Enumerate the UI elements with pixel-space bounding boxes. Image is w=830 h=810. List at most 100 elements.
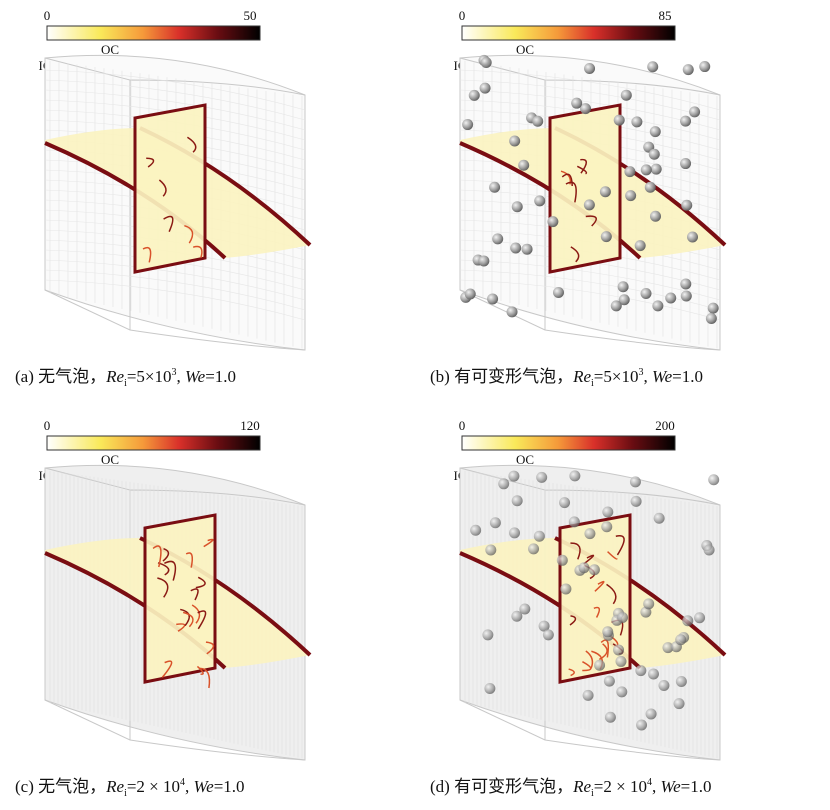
bubble: [650, 211, 661, 222]
bubble: [613, 644, 624, 655]
caption-re-value: =2 × 10: [127, 777, 180, 796]
caption: (d) 有可变形气泡，Rei=2 × 104, We=1.0: [430, 777, 711, 799]
caption: (c) 无气泡，Rei=2 × 104, We=1.0: [15, 777, 245, 799]
bubble: [675, 634, 686, 645]
bubble: [635, 240, 646, 251]
bubble: [652, 300, 663, 311]
caption-we-value: =1.0: [205, 367, 236, 386]
bubble: [682, 615, 693, 626]
bubble: [584, 528, 595, 539]
bubble: [635, 665, 646, 676]
bubble: [594, 660, 605, 671]
bubble: [643, 598, 654, 609]
bubble: [621, 90, 632, 101]
bubble: [519, 603, 530, 614]
bubble: [485, 545, 496, 556]
bubble: [528, 543, 539, 554]
caption-separator: ,: [177, 367, 186, 386]
caption-prefix: (c) 无气泡，: [15, 777, 106, 796]
colorbar-max: 200: [655, 418, 675, 433]
caption-re: Re: [572, 367, 591, 386]
bubble: [557, 555, 568, 566]
bubble: [509, 136, 520, 147]
caption-re: Re: [105, 367, 124, 386]
bubble: [579, 562, 590, 573]
bubble: [543, 629, 554, 640]
bubble: [469, 90, 480, 101]
bubble: [482, 629, 493, 640]
caption-we-value: =1.0: [681, 777, 712, 796]
bubble: [680, 116, 691, 127]
caption-we: We: [194, 777, 215, 796]
bubble: [602, 506, 613, 517]
bubble: [687, 232, 698, 243]
bubble: [631, 116, 642, 127]
bubble: [636, 720, 647, 731]
colorbar-min: 0: [459, 8, 466, 23]
bubble: [492, 233, 503, 244]
bubble: [553, 287, 564, 298]
bubble: [651, 164, 662, 175]
bubble: [600, 186, 611, 197]
caption-re: Re: [105, 777, 124, 796]
bubble: [617, 612, 628, 623]
label-oc: OC: [516, 42, 534, 57]
bubble: [650, 126, 661, 137]
bubble: [614, 115, 625, 126]
label-oc: OC: [516, 452, 534, 467]
caption-prefix: (d) 有可变形气泡，: [430, 777, 573, 796]
bubble: [478, 255, 489, 266]
caption-we-value: =1.0: [672, 367, 703, 386]
caption: (b) 有可变形气泡，Rei=5×103, We=1.0: [430, 367, 703, 389]
colorbar-max: 85: [659, 8, 672, 23]
bubble: [683, 64, 694, 75]
bubble: [630, 476, 641, 487]
bubble: [481, 57, 492, 68]
bubble: [665, 293, 676, 304]
figure: 050OCIC(a) 无气泡，Rei=5×103, We=1.0085OCIC(…: [0, 0, 830, 810]
bubble: [605, 712, 616, 723]
colorbar-min: 0: [459, 418, 466, 433]
panel: 0120OCIC(c) 无气泡，Rei=2 × 104, We=1.0: [15, 418, 310, 799]
bubble: [694, 612, 705, 623]
bubble: [522, 244, 533, 255]
bubble: [584, 199, 595, 210]
caption: (a) 无气泡，Rei=5×103, We=1.0: [15, 367, 236, 389]
bubble: [649, 149, 660, 160]
bubble: [510, 242, 521, 253]
colorbar: [47, 26, 260, 40]
colorbar-min: 0: [44, 8, 51, 23]
caption-re-value: =2 × 10: [594, 777, 647, 796]
bubble: [569, 470, 580, 481]
bubble: [708, 474, 719, 485]
bubble: [569, 516, 580, 527]
bubble: [518, 160, 529, 171]
label-oc: OC: [101, 42, 119, 57]
colorbar: [462, 26, 675, 40]
bubble: [674, 698, 685, 709]
bubble: [631, 496, 642, 507]
bubble: [508, 471, 519, 482]
caption-we-value: =1.0: [214, 777, 245, 796]
bubble: [645, 182, 656, 193]
colorbar: [462, 436, 675, 450]
colorbar: [47, 436, 260, 450]
caption-separator: ,: [652, 777, 661, 796]
bubble: [509, 527, 520, 538]
caption-separator: ,: [185, 777, 194, 796]
bubble: [618, 281, 629, 292]
bubble: [512, 201, 523, 212]
bubble: [547, 216, 558, 227]
page: 050OCIC(a) 无气泡，Rei=5×103, We=1.0085OCIC(…: [0, 0, 830, 810]
caption-we: We: [660, 777, 681, 796]
bubble: [611, 300, 622, 311]
bubble: [680, 278, 691, 289]
bubble: [676, 676, 687, 687]
bubble: [490, 517, 501, 528]
bubble: [560, 583, 571, 594]
label-oc: OC: [101, 452, 119, 467]
bubble: [680, 158, 691, 169]
bubble: [480, 83, 491, 94]
bubble: [559, 497, 570, 508]
panel: 0200OCIC(d) 有可变形气泡，Rei=2 × 104, We=1.0: [430, 418, 725, 799]
